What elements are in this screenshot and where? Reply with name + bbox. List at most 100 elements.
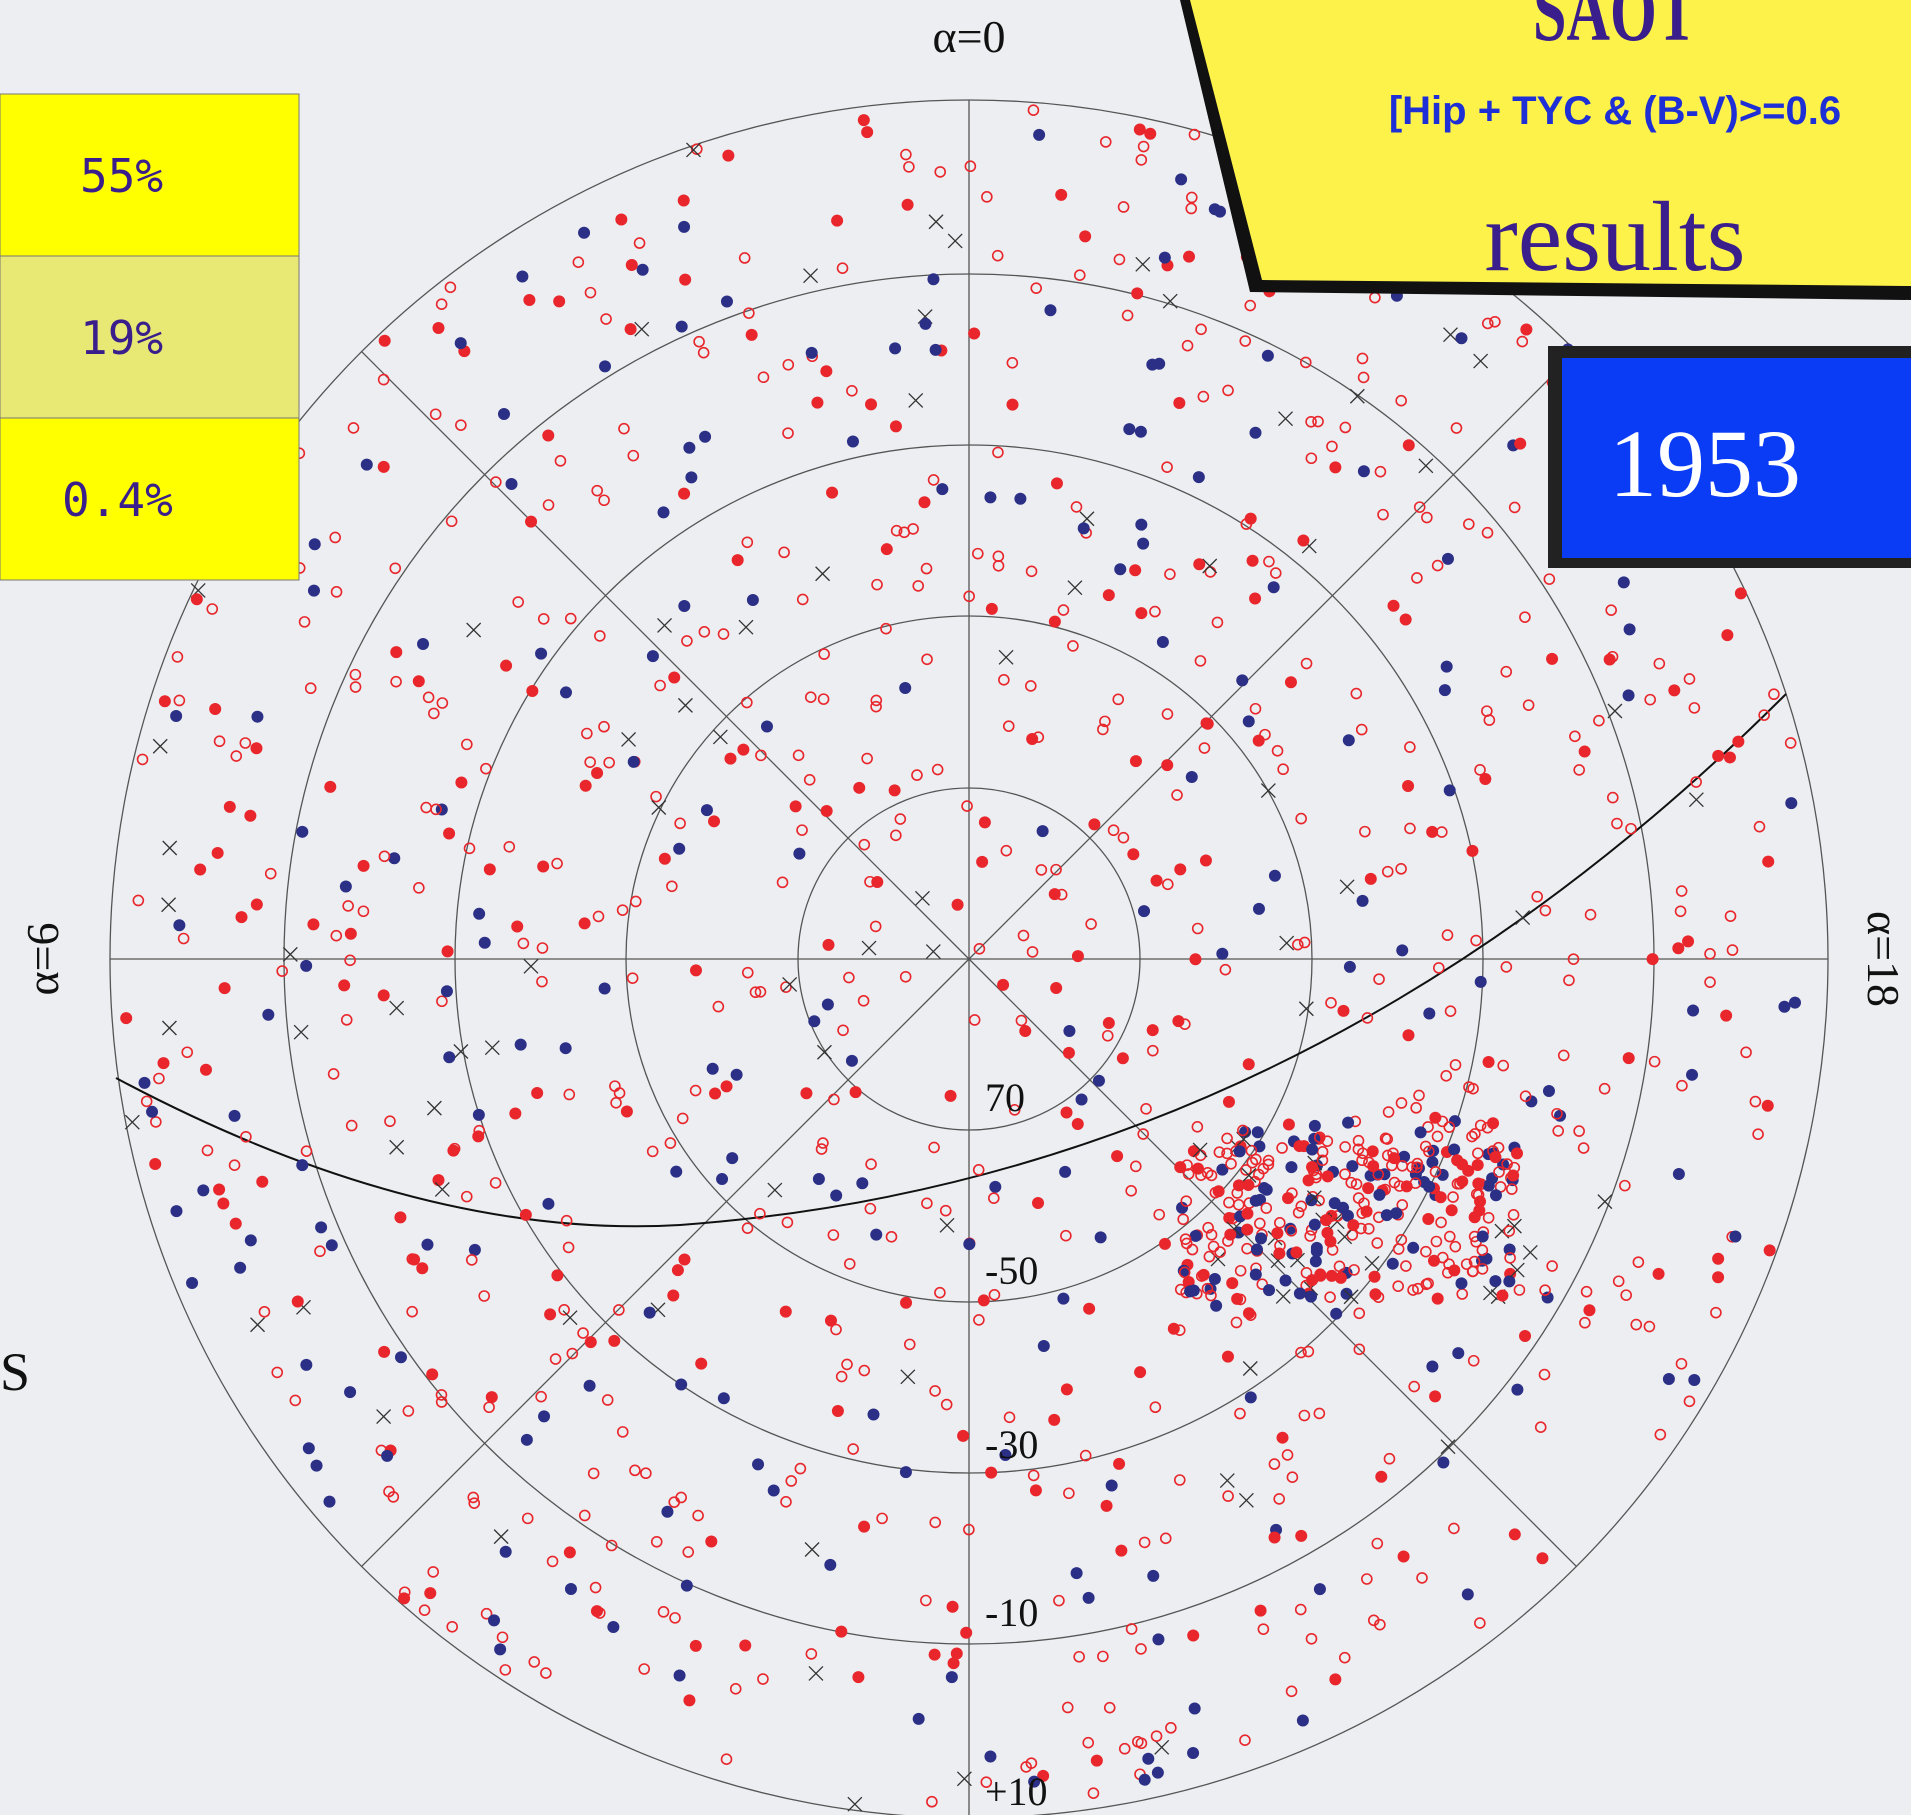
star-open [757, 371, 770, 384]
star-red [250, 742, 263, 755]
star-open [1508, 501, 1521, 514]
star-blue [578, 226, 591, 239]
star-red [800, 1087, 813, 1100]
star-cross [1279, 935, 1295, 951]
star-open [1467, 1082, 1479, 1095]
star-blue [1063, 1025, 1076, 1038]
star-red [1079, 230, 1092, 243]
star-red [820, 804, 833, 817]
star-open [1298, 936, 1311, 949]
star-red [737, 743, 750, 756]
star-red [826, 486, 839, 499]
star-blue [746, 593, 759, 606]
spoke [968, 351, 1577, 960]
star-open [264, 867, 277, 880]
star-red [1037, 1769, 1050, 1782]
star-red [1763, 1244, 1776, 1257]
star-open [584, 756, 596, 768]
star-open [749, 986, 762, 999]
star-blue [1662, 1372, 1675, 1385]
star-open [890, 829, 902, 842]
star-open [503, 840, 516, 853]
star-open [1271, 745, 1284, 757]
star-red [1231, 1292, 1244, 1305]
star-open [876, 1512, 888, 1525]
star-red [1472, 1177, 1485, 1190]
star-open [880, 622, 892, 635]
star-open [1472, 1147, 1484, 1160]
ring-labels: 70 -50 -30 -10 +10 [985, 1075, 1048, 1814]
star-cross [389, 1000, 405, 1016]
stat-value: 55% [80, 149, 163, 203]
star-blue [300, 959, 313, 972]
star-cross [900, 1369, 916, 1385]
star-open [929, 1385, 941, 1397]
star-blue [234, 1261, 247, 1274]
star-open [1606, 791, 1619, 804]
star-open [1002, 720, 1015, 732]
star-open [1675, 1357, 1688, 1370]
star-red [977, 1294, 990, 1307]
star-blue [417, 637, 430, 650]
star-open [1519, 611, 1531, 623]
star-open [239, 737, 252, 749]
star-open [912, 580, 925, 592]
star-blue [599, 360, 612, 373]
star-open [1593, 714, 1605, 727]
star-red [542, 429, 555, 442]
star-open [1300, 1266, 1313, 1279]
star-open [900, 148, 912, 161]
star-red [1723, 751, 1736, 764]
star-open [480, 1607, 493, 1620]
star-cross [293, 1024, 309, 1040]
ring-label: -50 [985, 1248, 1038, 1293]
star-red [1135, 607, 1148, 620]
star-red [1682, 935, 1695, 948]
star-cross [1219, 1473, 1235, 1488]
star-open [988, 1192, 1000, 1204]
star-open [1067, 640, 1079, 652]
star-red [441, 945, 454, 958]
star-red [1201, 717, 1214, 730]
star-red [579, 779, 592, 792]
star-red [724, 752, 737, 765]
star-open [754, 986, 767, 998]
star-blue [767, 1484, 780, 1497]
star-open [1404, 741, 1416, 753]
star-open [1325, 997, 1337, 1009]
star-open [445, 515, 458, 528]
star-blue [1082, 1591, 1095, 1604]
star-red [1646, 953, 1659, 966]
star-blue [1346, 1160, 1359, 1173]
star-blue [927, 273, 940, 286]
star-blue [344, 1386, 357, 1399]
star-blue [1176, 1201, 1189, 1214]
star-blue [138, 1076, 151, 1089]
star-blue [752, 1458, 765, 1471]
star-open [1305, 452, 1318, 465]
star-open [1180, 1195, 1193, 1207]
star-blue [583, 1379, 596, 1392]
star-blue [1426, 1156, 1439, 1169]
star-red [865, 398, 878, 411]
star-blue [899, 682, 912, 695]
star-blue [661, 1505, 674, 1518]
star-blue [1503, 1243, 1516, 1256]
star-red [1337, 1004, 1350, 1017]
star-red [1422, 1212, 1435, 1225]
star-blue [830, 1189, 843, 1202]
star-open [1758, 709, 1770, 721]
star-open [1161, 461, 1173, 473]
star-red [1193, 558, 1206, 571]
star-open [1063, 1487, 1075, 1500]
star-open [1374, 1618, 1386, 1631]
star-open [384, 1115, 396, 1128]
star-red [928, 1648, 941, 1661]
star-blue [1455, 1277, 1468, 1290]
star-open [1101, 1029, 1114, 1042]
star-blue [440, 985, 453, 998]
star-red [1060, 1383, 1073, 1396]
banner-title: SAOT [1533, 0, 1697, 60]
star-red [199, 1063, 212, 1076]
star-blue [1189, 1229, 1202, 1242]
